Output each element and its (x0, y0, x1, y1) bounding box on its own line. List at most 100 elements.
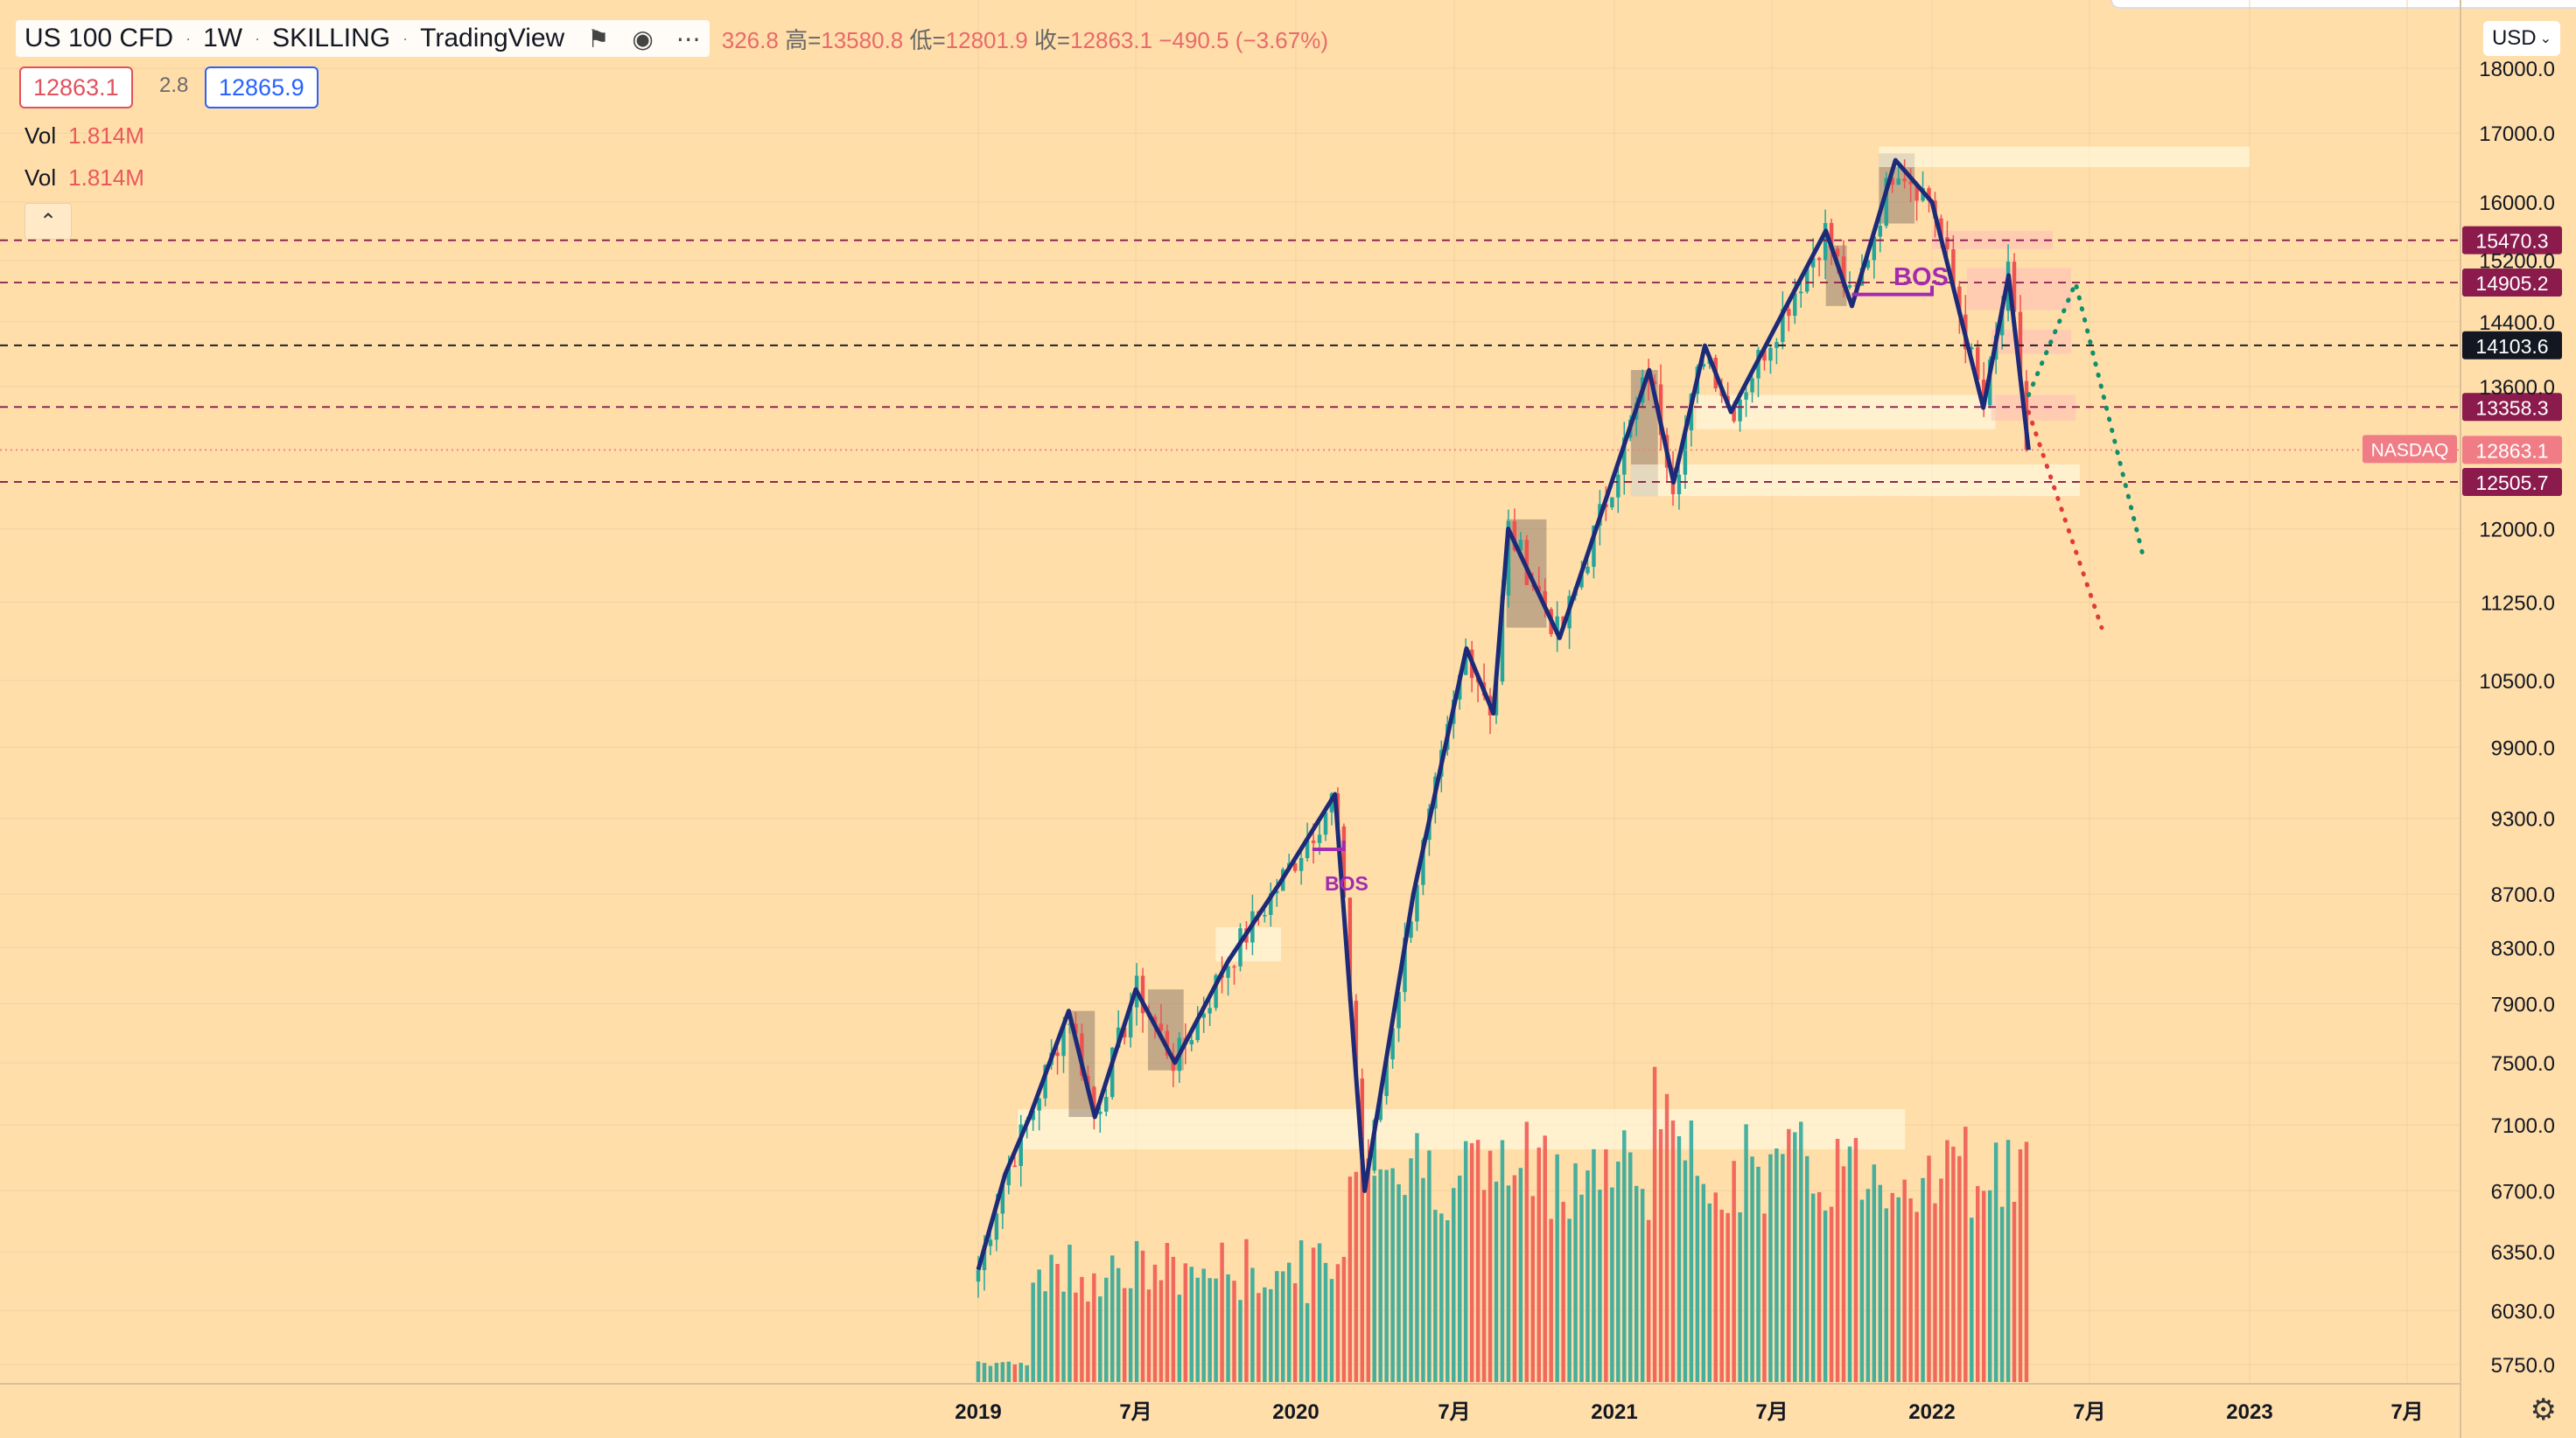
volume-bar (1158, 1280, 1164, 1382)
candle-body (1378, 1096, 1382, 1120)
y-axis-tick-label: 9300.0 (2491, 808, 2555, 832)
volume-bar (1452, 1188, 1456, 1382)
projection-path (2026, 409, 2104, 631)
volume-bar (1171, 1256, 1176, 1382)
volume-bar (1987, 1190, 1992, 1382)
volume-bar (1555, 1154, 1559, 1382)
interval[interactable]: 1W (203, 24, 243, 52)
price-level-label: 13358.3 (2475, 396, 2548, 419)
supply-zone (1879, 146, 2250, 167)
volume-bar (1512, 1175, 1517, 1382)
volume-bar (1049, 1254, 1054, 1382)
y-axis-tick-label: 11250.0 (2481, 591, 2555, 615)
candle-body (1878, 226, 1883, 237)
volume-bar (1810, 1193, 1816, 1382)
volume-bar (1043, 1291, 1047, 1382)
candle-body (1305, 840, 1310, 859)
volume-bar (1676, 1135, 1682, 1382)
volume-bar (1463, 1141, 1468, 1382)
candle-body (1884, 178, 1888, 227)
volume-bar (1311, 1247, 1316, 1382)
volume-bar (2006, 1140, 2011, 1382)
candle-body (1543, 590, 1547, 610)
volume-bar (1506, 1185, 1511, 1382)
volume-bar (1592, 1148, 1596, 1382)
volume-bar (1993, 1142, 1998, 1382)
candle-body (1354, 1001, 1359, 1079)
volume-bar (1263, 1287, 1267, 1382)
volume-bar (1061, 1291, 1066, 1382)
flag-icon[interactable]: ⚑ (587, 24, 610, 52)
candle-body (1970, 346, 1974, 350)
candle-body (1396, 992, 1401, 1029)
volume-bar (1536, 1147, 1541, 1382)
candle-body (1927, 188, 1931, 201)
volume-bar (1902, 1179, 1907, 1382)
currency-selector[interactable]: USD ⌄ (2483, 21, 2560, 56)
volume-bar (1031, 1282, 1035, 1382)
candle-body (1043, 1065, 1047, 1099)
supply-zone (1991, 329, 2072, 354)
sell-price-button[interactable]: 12863.1 (19, 66, 133, 108)
candle-body (1646, 377, 1651, 381)
x-axis-tick-label: 2023 (2226, 1400, 2272, 1424)
candle-body (1384, 1059, 1389, 1097)
candle-body (1360, 1078, 1365, 1159)
candle-body (976, 1270, 981, 1282)
volume-bar (1341, 1256, 1347, 1382)
more-options-icon[interactable]: ⋯ (676, 24, 701, 52)
volume-bar (1006, 1361, 1012, 1382)
indicator-label: Vol (24, 164, 57, 191)
candle-body (1622, 437, 1627, 475)
volume-bar (1214, 1278, 1218, 1382)
x-axis-tick-label: 7月 (1438, 1400, 1470, 1424)
volume-bar (1488, 1150, 1493, 1382)
price-level-badge (2462, 393, 2562, 422)
candle-body (1415, 884, 1419, 922)
volume-bar (1074, 1292, 1078, 1382)
volume-bar (1122, 1288, 1127, 1382)
volume-bar (1475, 1140, 1480, 1382)
volume-bar (1646, 1219, 1651, 1382)
x-axis-tick-label: 7月 (2390, 1400, 2423, 1424)
collapse-legend-button[interactable]: ⌃ (24, 203, 72, 240)
candle-body (1238, 928, 1242, 967)
volume-indicator-legend[interactable]: Vol 1.814M (24, 164, 144, 192)
x-axis-tick-label: 7月 (1119, 1400, 1152, 1424)
symbol-name[interactable]: US 100 CFD (24, 24, 174, 52)
volume-bar (1177, 1295, 1182, 1382)
candle-body (1208, 1008, 1212, 1014)
buy-price-button[interactable]: 12865.9 (205, 66, 318, 108)
x-axis-tick-label: 7月 (1755, 1400, 1788, 1424)
candle-body (1835, 248, 1840, 257)
volume-bar (1921, 1177, 1925, 1382)
volume-bar (1670, 1120, 1676, 1382)
volume-indicator-legend[interactable]: Vol 1.814M (24, 122, 144, 150)
volume-bar (1628, 1152, 1633, 1382)
volume-bar (1446, 1219, 1450, 1382)
volume-bar (1433, 1210, 1438, 1382)
volume-bar (1701, 1183, 1706, 1382)
volume-bar (1914, 1211, 1919, 1382)
candle-body (1518, 540, 1523, 551)
demand-zone (1017, 1108, 1906, 1149)
y-axis-tick-label: 7500.0 (2491, 1052, 2555, 1076)
price-level-badge (2462, 467, 2562, 496)
indicator-value: 1.814M (68, 164, 144, 191)
chevron-down-icon: ⌄ (2539, 31, 2552, 46)
volume-bar (1859, 1199, 1865, 1382)
candle-body (1214, 974, 1218, 1009)
volume-bar (1092, 1273, 1096, 1382)
exchange-tag (2362, 435, 2457, 464)
volume-bar (1146, 1289, 1152, 1382)
candle-body (1165, 1030, 1170, 1056)
volume-bar (1317, 1243, 1322, 1382)
volume-bar (1908, 1198, 1913, 1382)
eye-icon[interactable]: ◉ (632, 24, 654, 52)
candle-body (1781, 309, 1785, 342)
symbol-block[interactable]: US 100 CFD · 1W · SKILLING · TradingView… (16, 20, 710, 57)
volume-bar (1829, 1206, 1834, 1382)
settings-gear-icon[interactable]: ⚙ (2530, 1393, 2557, 1427)
volume-bar (1018, 1363, 1023, 1382)
